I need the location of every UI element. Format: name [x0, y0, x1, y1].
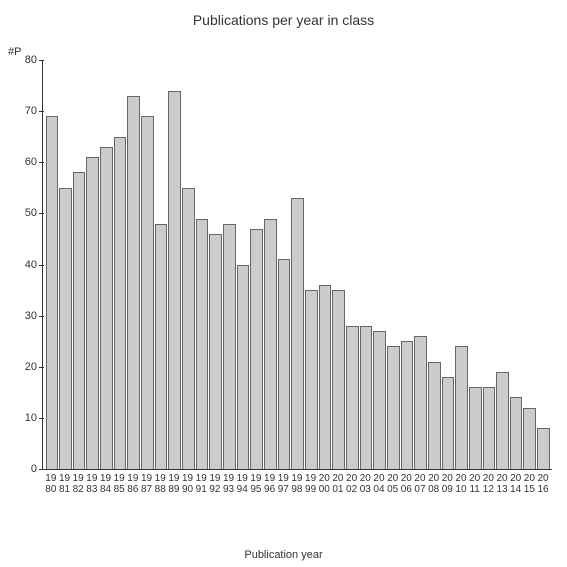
bar — [127, 96, 140, 469]
bar — [373, 331, 386, 469]
x-tick: 1990 — [181, 470, 195, 495]
bar — [100, 147, 113, 469]
x-tick: 1998 — [290, 470, 304, 495]
bar — [469, 387, 482, 469]
bar — [360, 326, 373, 469]
y-tick: 30 — [25, 310, 43, 322]
x-tick: 2001 — [331, 470, 345, 495]
x-tick: 2008 — [427, 470, 441, 495]
bar — [155, 224, 168, 469]
bar — [114, 137, 127, 469]
bar — [537, 428, 550, 469]
bar — [428, 362, 441, 469]
bar — [86, 157, 99, 469]
bar — [264, 219, 277, 470]
x-ticks: 1980198119821983198419851986198719881989… — [42, 470, 552, 495]
x-tick: 1986 — [126, 470, 140, 495]
bar — [483, 387, 496, 469]
x-tick: 2010 — [454, 470, 468, 495]
x-tick: 1987 — [140, 470, 154, 495]
x-tick: 2005 — [386, 470, 400, 495]
x-tick: 1991 — [194, 470, 208, 495]
bar — [510, 397, 523, 469]
bar — [291, 198, 304, 469]
chart-title: Publications per year in class — [0, 12, 567, 28]
bar — [209, 234, 222, 469]
x-tick: 1993 — [222, 470, 236, 495]
bar — [455, 346, 468, 469]
bar — [332, 290, 345, 469]
y-tick: 80 — [25, 54, 43, 66]
x-tick: 1981 — [58, 470, 72, 495]
plot-area: 01020304050607080 — [42, 60, 552, 470]
x-tick: 2012 — [482, 470, 496, 495]
x-tick: 1985 — [112, 470, 126, 495]
bar — [319, 285, 332, 469]
bar — [278, 259, 291, 469]
y-tick: 20 — [25, 361, 43, 373]
y-tick: 70 — [25, 105, 43, 117]
bar — [387, 346, 400, 469]
x-tick: 2013 — [495, 470, 509, 495]
y-axis-label: #P — [8, 46, 21, 58]
x-tick: 2015 — [523, 470, 537, 495]
x-tick: 2009 — [440, 470, 454, 495]
x-tick: 2016 — [536, 470, 550, 495]
x-tick: 2002 — [345, 470, 359, 495]
x-tick: 1983 — [85, 470, 99, 495]
y-tick: 40 — [25, 259, 43, 271]
publications-chart: Publications per year in class #P 010203… — [0, 0, 567, 567]
bar — [223, 224, 236, 469]
x-tick: 1992 — [208, 470, 222, 495]
bar — [196, 219, 209, 470]
bar — [250, 229, 263, 469]
bar — [46, 116, 59, 469]
x-tick: 2011 — [468, 470, 482, 495]
bar — [73, 172, 86, 469]
x-tick: 1995 — [249, 470, 263, 495]
x-tick: 1999 — [304, 470, 318, 495]
bar — [59, 188, 72, 469]
bar — [182, 188, 195, 469]
bar — [141, 116, 154, 469]
bar — [168, 91, 181, 469]
x-tick: 1989 — [167, 470, 181, 495]
bars-container — [43, 60, 552, 469]
bar — [346, 326, 359, 469]
bar — [523, 408, 536, 469]
y-tick: 60 — [25, 156, 43, 168]
y-tick: 10 — [25, 412, 43, 424]
x-tick: 1984 — [99, 470, 113, 495]
bar — [401, 341, 414, 469]
bar — [442, 377, 455, 469]
x-tick: 1982 — [71, 470, 85, 495]
y-tick: 50 — [25, 207, 43, 219]
bar — [414, 336, 427, 469]
x-tick: 2014 — [509, 470, 523, 495]
x-tick: 1996 — [263, 470, 277, 495]
x-axis-label: Publication year — [0, 549, 567, 561]
x-tick: 1988 — [153, 470, 167, 495]
x-tick: 2000 — [317, 470, 331, 495]
bar — [305, 290, 318, 469]
x-tick: 2007 — [413, 470, 427, 495]
bar — [237, 265, 250, 470]
x-tick: 1994 — [235, 470, 249, 495]
x-tick: 2006 — [399, 470, 413, 495]
x-tick: 2003 — [358, 470, 372, 495]
x-tick: 1980 — [44, 470, 58, 495]
x-tick: 2004 — [372, 470, 386, 495]
bar — [496, 372, 509, 469]
x-tick: 1997 — [276, 470, 290, 495]
